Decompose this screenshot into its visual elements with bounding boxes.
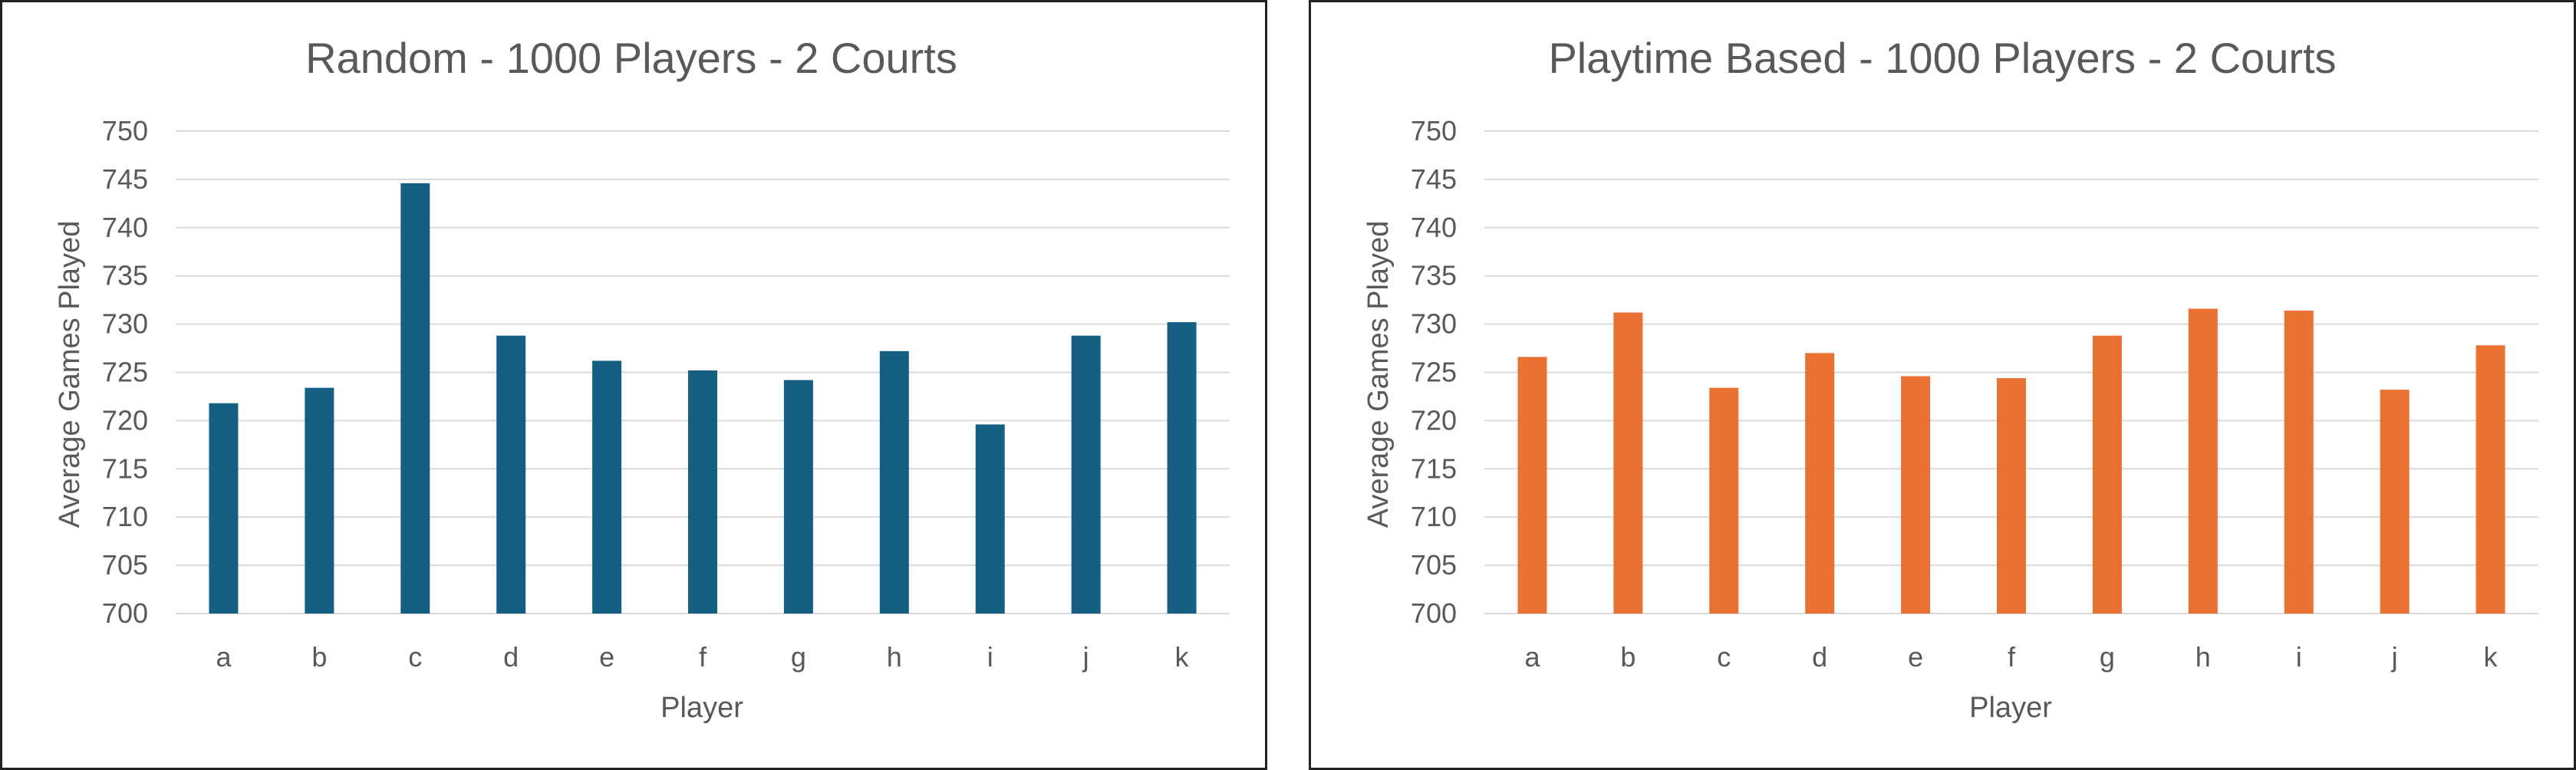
y-tick-label: 720	[1411, 404, 1457, 436]
chart-title: Random - 1000 Players - 2 Courts	[305, 34, 957, 82]
y-tick-label: 735	[1411, 260, 1457, 291]
y-tick-label: 700	[102, 597, 148, 629]
bar-k	[1167, 322, 1197, 614]
x-tick-label: e	[1908, 641, 1923, 673]
y-tick-label: 725	[102, 357, 148, 388]
bars	[1517, 308, 2505, 614]
y-tick-label: 745	[1411, 163, 1457, 195]
y-tick-label: 740	[102, 212, 148, 243]
playtime-bar-chart: Playtime Based - 1000 Players - 2 Courts…	[1362, 34, 2538, 724]
y-tick-label: 705	[102, 549, 148, 581]
y-tick-label: 750	[1411, 115, 1457, 146]
bar-j	[2380, 390, 2410, 614]
x-tick-label: j	[2391, 641, 2398, 673]
x-axis-title: Player	[660, 692, 743, 724]
bar-f	[1997, 378, 2026, 614]
x-tick-label: k	[2484, 641, 2499, 673]
y-tick-label: 730	[1411, 308, 1457, 340]
bar-g	[2092, 335, 2122, 614]
x-tick-label: d	[503, 641, 519, 673]
x-tick-label: h	[887, 641, 902, 673]
chart-panel-playtime: Playtime Based - 1000 Players - 2 Courts…	[1309, 0, 2576, 770]
y-tick-label: 715	[102, 452, 148, 484]
x-tick-label: b	[1620, 641, 1636, 673]
bar-b	[1613, 312, 1643, 614]
bars	[209, 183, 1197, 614]
bar-b	[305, 387, 334, 614]
y-tick-label: 745	[102, 163, 148, 195]
y-tick-label: 740	[1411, 212, 1457, 243]
y-tick-label: 735	[102, 260, 148, 291]
y-tick-label: 730	[102, 308, 148, 340]
x-tick-label: a	[216, 641, 232, 673]
x-tick-label: k	[1175, 641, 1190, 673]
bar-c	[400, 183, 430, 614]
bar-f	[688, 370, 717, 614]
bar-a	[1517, 357, 1547, 614]
bar-e	[592, 360, 622, 614]
x-tick-label: g	[2100, 641, 2115, 673]
chart-panel-random: Random - 1000 Players - 2 Courts 700 705 7…	[0, 0, 1267, 770]
x-tick-labels: a b c d e f g h i j k	[1524, 641, 2498, 673]
y-axis-title: Average Games Played	[54, 221, 86, 528]
x-axis-title: Player	[1969, 692, 2052, 724]
chart-title: Playtime Based - 1000 Players - 2 Courts	[1548, 34, 2336, 82]
x-tick-label: d	[1812, 641, 1827, 673]
bar-g	[783, 380, 813, 614]
x-tick-label: e	[599, 641, 614, 673]
x-tick-labels: a b c d e f g h i j k	[216, 641, 1189, 673]
y-tick-labels: 700 705 710 715 720 725 730 735 740 745 750	[1411, 115, 1457, 629]
bar-i	[2284, 310, 2314, 614]
y-tick-label: 725	[1411, 357, 1457, 388]
x-tick-label: a	[1524, 641, 1540, 673]
x-tick-label: i	[2296, 641, 2302, 673]
bar-h	[879, 350, 909, 614]
bar-c	[1709, 387, 1739, 614]
y-tick-label: 710	[1411, 501, 1457, 532]
x-tick-label: c	[408, 641, 422, 673]
x-tick-label: g	[791, 641, 806, 673]
x-tick-label: b	[311, 641, 327, 673]
x-tick-label: h	[2196, 641, 2211, 673]
x-tick-label: i	[987, 641, 993, 673]
x-tick-label: f	[699, 641, 707, 673]
y-tick-label: 720	[102, 404, 148, 436]
y-axis-title: Average Games Played	[1362, 221, 1395, 528]
y-tick-labels: 700 705 710 715 720 725 730 735 740 745 750	[102, 115, 148, 629]
bar-d	[1805, 353, 1835, 614]
bar-e	[1901, 376, 1931, 614]
x-tick-label: f	[2008, 641, 2016, 673]
bar-a	[209, 403, 239, 614]
bar-i	[975, 424, 1005, 614]
y-tick-label: 715	[1411, 452, 1457, 484]
random-bar-chart: Random - 1000 Players - 2 Courts 7007057…	[54, 34, 1230, 724]
y-tick-label: 700	[1411, 597, 1457, 629]
bar-j	[1071, 335, 1101, 614]
y-tick-label: 750	[102, 115, 148, 146]
x-tick-label: j	[1082, 641, 1089, 673]
bar-d	[496, 335, 526, 614]
x-tick-label: c	[1717, 641, 1731, 673]
bar-h	[2188, 308, 2218, 614]
y-tick-label: 710	[102, 501, 148, 532]
bar-k	[2476, 345, 2505, 614]
y-tick-label: 705	[1411, 549, 1457, 581]
